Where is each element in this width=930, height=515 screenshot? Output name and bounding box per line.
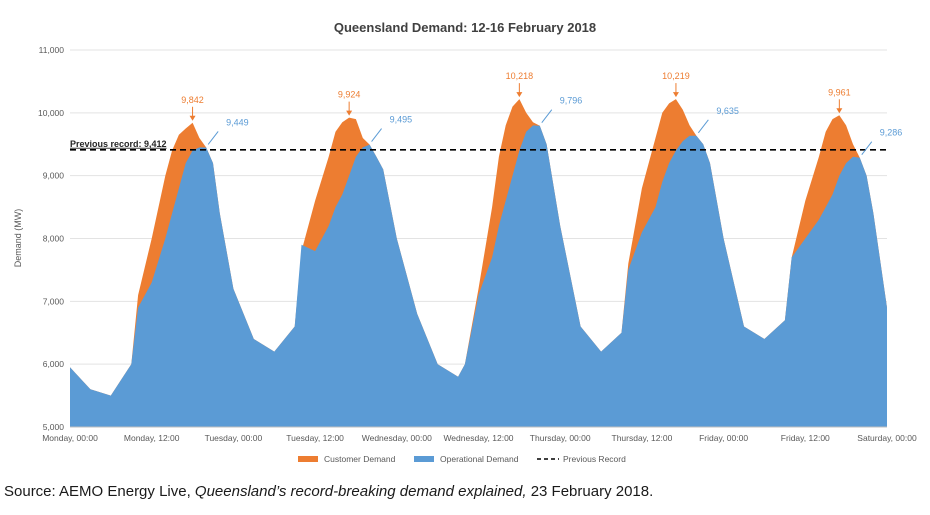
source-date: 23 February 2018. [526,483,654,500]
operational-peak-label: 9,635 [716,106,739,116]
legend: Customer Demand Operational Demand Previou… [298,454,626,464]
legend-swatch [298,456,318,462]
y-tick-label: 11,000 [39,45,65,55]
customer-peak-arrowhead [189,115,196,121]
peak-annotations: 9,842 9,924 10,218 10,219 9,961 9,449 9,495 9,7… [181,71,903,156]
operational-peak-label: 9,796 [560,96,583,106]
operational-peak-label: 9,495 [390,115,413,125]
demand-chart: Queensland Demand: 12-16 February 2018 P… [13,20,917,464]
customer-peak-label: 9,842 [181,95,204,105]
x-tick-label: Tuesday, 00:00 [205,433,263,443]
source-article-title: Queensland’s record-breaking demand expl… [194,483,527,500]
x-tick-label: Friday, 12:00 [781,433,830,443]
x-tick-label: Wednesday, 12:00 [443,433,513,443]
x-tick-label: Monday, 12:00 [124,433,180,443]
operational-peak-arrow [861,141,873,156]
customer-peak-label: 10,219 [662,71,690,81]
chart-title: Queensland Demand: 12-16 February 2018 [334,20,596,35]
operational-peak-arrow [371,128,382,142]
legend-label: Customer Demand [324,454,396,464]
chart-container: Queensland Demand: 12-16 February 2018 P… [13,20,917,464]
customer-peak-arrowhead [672,92,679,98]
legend-label: Previous Record [563,454,626,464]
operational-peak-arrow [697,119,709,134]
y-tick-label: 7,000 [43,296,65,306]
legend-swatch [414,456,434,462]
customer-peak-label: 9,961 [828,87,851,97]
y-tick-label: 10,000 [38,108,64,118]
customer-peak-arrowhead [346,110,353,116]
x-tick-label: Thursday, 12:00 [612,433,673,443]
y-tick-label: 5,000 [43,422,65,432]
y-tick-label: 6,000 [43,359,65,369]
y-tick-label: 8,000 [43,234,65,244]
x-axis: Monday, 00:00 Monday, 12:00 Tuesday, 00:00… [42,426,917,443]
operational-peak-arrow [541,109,553,123]
previous-record-line: Previous record: 9,412 [70,139,887,151]
source-caption: Source: AEMO Energy Live, Queensland’s r… [4,483,653,500]
y-axis-title: Demand (MW) [13,209,23,268]
y-tick-label: 9,000 [43,171,65,181]
legend-label: Operational Demand [440,454,519,464]
x-tick-label: Tuesday, 12:00 [286,433,344,443]
x-tick-label: Friday, 00:00 [699,433,748,443]
customer-peak-arrowhead [836,108,843,114]
x-tick-label: Monday, 00:00 [42,433,98,443]
x-tick-label: Wednesday, 00:00 [362,433,432,443]
operational-peak-label: 9,449 [226,117,249,127]
operational-peak-arrow [207,131,219,145]
source-prefix: Source: AEMO Energy Live, [4,483,195,500]
operational-peak-label: 9,286 [880,128,903,138]
plot-area [70,99,887,428]
record-label: Previous record: 9,412 [70,139,167,149]
customer-peak-label: 10,218 [506,71,534,81]
customer-peak-label: 9,924 [338,90,361,100]
customer-peak-arrowhead [516,92,523,98]
x-tick-label: Saturday, 00:00 [857,433,917,443]
x-tick-label: Thursday, 00:00 [530,433,591,443]
y-axis: 5,000 6,000 7,000 8,000 9,000 10,000 11,000 [38,45,64,432]
operational-demand-area [70,125,887,428]
